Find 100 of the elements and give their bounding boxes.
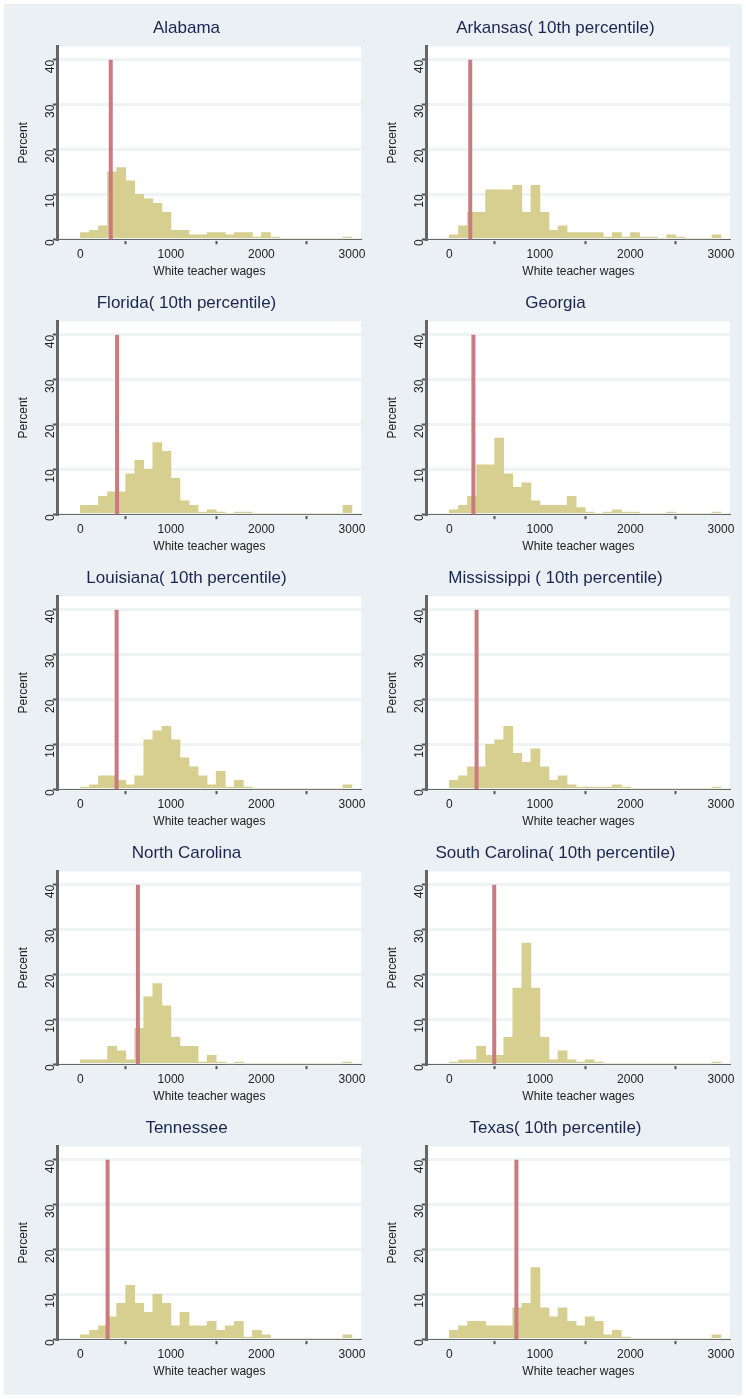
y-tick-label: 20 xyxy=(43,424,58,438)
x-tick-label: 0 xyxy=(77,1346,85,1361)
y-tick-label: 40 xyxy=(412,609,427,624)
x-tick-label: 3000 xyxy=(707,1346,735,1361)
chart-title: Arkansas( 10th percentile) xyxy=(456,17,655,37)
x-tick-label: 0 xyxy=(446,1346,454,1361)
chart-title: North Carolina xyxy=(131,842,242,862)
y-tick-label: 20 xyxy=(43,149,58,163)
x-tick-label: 3000 xyxy=(707,796,735,811)
y-tick-label: 0 xyxy=(412,1063,427,1071)
x-tick-label: 1000 xyxy=(526,521,554,536)
x-tick-label: 0 xyxy=(77,1071,85,1086)
x-tick-label: 0 xyxy=(77,521,85,536)
y-axis-title: Percent xyxy=(15,1221,30,1264)
y-tick-label: 10 xyxy=(412,1019,427,1033)
y-axis-title: Percent xyxy=(15,121,30,164)
x-tick-label: 1000 xyxy=(526,1346,554,1361)
y-tick-label: 40 xyxy=(43,1159,58,1174)
y-tick-label: 30 xyxy=(43,929,58,944)
y-tick-label: 30 xyxy=(43,1204,58,1219)
y-tick-label: 10 xyxy=(412,469,427,483)
y-tick-label: 10 xyxy=(43,469,58,483)
y-tick-label: 40 xyxy=(412,884,427,899)
x-axis-title: White teacher wages xyxy=(522,1364,635,1379)
y-tick-label: 20 xyxy=(43,1249,58,1263)
y-tick-label: 20 xyxy=(412,699,427,713)
y-tick-label: 10 xyxy=(43,744,58,758)
x-tick-label: 2000 xyxy=(617,1071,645,1086)
y-axis-title: Percent xyxy=(384,1221,399,1264)
x-tick-label: 2000 xyxy=(248,796,276,811)
x-tick-label: 2000 xyxy=(248,521,276,536)
x-axis-title: White teacher wages xyxy=(153,1089,266,1104)
y-tick-label: 10 xyxy=(43,1294,58,1308)
x-tick-label: 0 xyxy=(77,246,85,261)
y-tick-label: 20 xyxy=(412,974,427,988)
y-tick-label: 40 xyxy=(412,334,427,349)
x-tick-label: 1000 xyxy=(157,1071,185,1086)
y-tick-label: 30 xyxy=(412,379,427,394)
y-tick-label: 10 xyxy=(412,194,427,208)
x-tick-label: 0 xyxy=(77,796,85,811)
x-tick-label: 2000 xyxy=(248,1346,276,1361)
x-tick-label: 0 xyxy=(446,796,454,811)
y-tick-label: 0 xyxy=(412,788,427,796)
y-tick-label: 30 xyxy=(412,1204,427,1219)
x-axis-title: White teacher wages xyxy=(153,1364,266,1379)
y-tick-label: 0 xyxy=(412,1338,427,1346)
y-tick-label: 0 xyxy=(412,238,427,246)
y-tick-label: 30 xyxy=(412,654,427,669)
x-tick-label: 3000 xyxy=(338,1346,366,1361)
y-tick-label: 30 xyxy=(43,654,58,669)
x-tick-label: 3000 xyxy=(338,1071,366,1086)
x-axis-title: White teacher wages xyxy=(153,264,266,279)
y-tick-label: 20 xyxy=(412,424,427,438)
y-tick-label: 0 xyxy=(43,1063,58,1071)
x-axis-title: White teacher wages xyxy=(153,814,266,829)
x-tick-label: 3000 xyxy=(338,246,366,261)
x-axis-title: White teacher wages xyxy=(153,539,266,554)
y-axis-title: Percent xyxy=(384,946,399,989)
y-tick-label: 10 xyxy=(43,1019,58,1033)
y-axis-title: Percent xyxy=(384,396,399,439)
y-tick-label: 30 xyxy=(412,104,427,119)
x-tick-label: 0 xyxy=(446,246,454,261)
y-tick-label: 10 xyxy=(412,744,427,758)
x-tick-label: 3000 xyxy=(707,246,735,261)
x-tick-label: 1000 xyxy=(157,521,185,536)
x-tick-label: 1000 xyxy=(526,1071,554,1086)
y-tick-label: 40 xyxy=(43,334,58,349)
y-tick-label: 20 xyxy=(412,1249,427,1263)
y-tick-label: 10 xyxy=(43,194,58,208)
x-tick-label: 1000 xyxy=(157,246,185,261)
y-tick-label: 40 xyxy=(412,59,427,74)
y-tick-label: 30 xyxy=(43,379,58,394)
chart-title: Alabama xyxy=(152,17,221,37)
y-tick-label: 0 xyxy=(43,513,58,521)
x-axis-title: White teacher wages xyxy=(522,814,635,829)
chart-title: Mississippi ( 10th percentile) xyxy=(448,567,663,587)
y-tick-label: 40 xyxy=(43,59,58,74)
y-tick-label: 0 xyxy=(43,788,58,796)
y-tick-label: 40 xyxy=(43,609,58,624)
y-tick-label: 20 xyxy=(412,149,427,163)
x-tick-label: 1000 xyxy=(157,1346,185,1361)
x-tick-label: 3000 xyxy=(707,521,735,536)
y-axis-title: Percent xyxy=(15,946,30,989)
x-tick-label: 2000 xyxy=(248,246,276,261)
y-axis-title: Percent xyxy=(15,396,30,439)
y-tick-label: 30 xyxy=(43,104,58,119)
y-tick-label: 10 xyxy=(412,1294,427,1308)
x-tick-label: 0 xyxy=(446,521,454,536)
y-tick-label: 0 xyxy=(43,1338,58,1346)
x-axis-title: White teacher wages xyxy=(522,264,635,279)
y-tick-label: 20 xyxy=(43,974,58,988)
y-tick-label: 40 xyxy=(43,884,58,899)
x-tick-label: 0 xyxy=(446,1071,454,1086)
x-tick-label: 1000 xyxy=(526,796,554,811)
x-tick-label: 3000 xyxy=(338,796,366,811)
x-tick-label: 3000 xyxy=(707,1071,735,1086)
y-tick-label: 20 xyxy=(43,699,58,713)
chart-title: Georgia xyxy=(525,292,587,312)
x-tick-label: 2000 xyxy=(617,1346,645,1361)
chart-title: South Carolina( 10th percentile) xyxy=(435,842,676,862)
